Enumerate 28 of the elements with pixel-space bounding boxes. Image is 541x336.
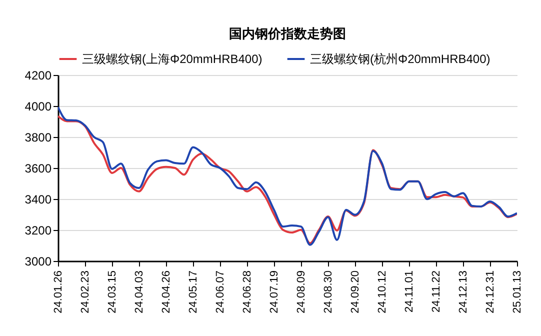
x-tick-label: 24.09.20 <box>350 270 362 314</box>
y-tick-label: 3200 <box>24 224 52 238</box>
legend-label: 三级螺纹钢(杭州Φ20mmHRB400) <box>310 52 490 66</box>
y-tick-label: 4200 <box>24 68 52 82</box>
y-tick-label: 3400 <box>24 192 52 206</box>
chart-title: 国内钢价指数走势图 <box>229 26 346 41</box>
y-tick-label: 3600 <box>24 162 52 176</box>
x-tick-label: 24.05.17 <box>188 270 200 314</box>
x-tick-label: 24.08.30 <box>322 270 334 314</box>
x-tick-label: 24.07.19 <box>268 270 280 314</box>
legend-label: 三级螺纹钢(上海Φ20mmHRB400) <box>82 52 262 66</box>
x-tick-label: 24.04.03 <box>134 270 146 314</box>
x-tick-label: 24.12.13 <box>458 270 470 314</box>
x-tick-label: 24.08.09 <box>296 270 308 314</box>
x-tick-label: 24.03.15 <box>106 270 118 314</box>
y-tick-label: 4000 <box>24 100 52 114</box>
x-tick-label: 24.11.01 <box>404 270 416 313</box>
x-tick-label: 24.06.28 <box>242 270 254 314</box>
x-tick-label: 24.06.07 <box>214 270 226 314</box>
x-tick-label: 24.02.23 <box>80 270 92 314</box>
y-tick-label: 3800 <box>24 130 52 144</box>
x-tick-label: 24.01.26 <box>52 270 64 314</box>
x-tick-label: 24.12.31 <box>484 270 496 314</box>
x-tick-label: 24.11.22 <box>430 270 442 313</box>
y-tick-label: 3000 <box>24 254 52 268</box>
x-tick-label: 25.01.13 <box>512 270 524 314</box>
x-tick-label: 24.10.12 <box>376 270 388 314</box>
x-tick-label: 24.04.26 <box>160 270 172 314</box>
